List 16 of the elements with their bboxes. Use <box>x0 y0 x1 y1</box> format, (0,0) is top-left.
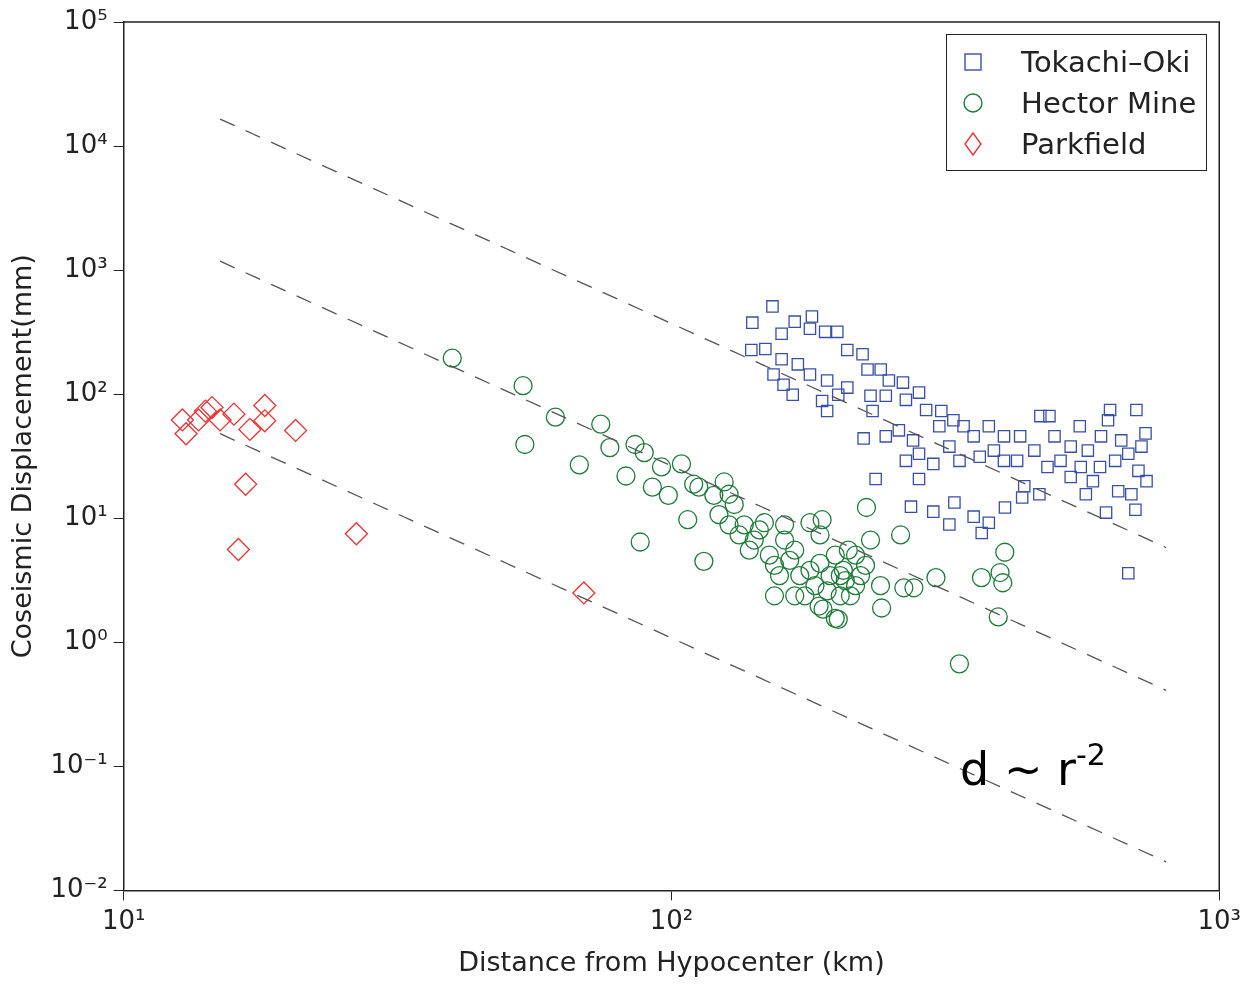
x-tick-label: 10² <box>649 904 694 935</box>
y-tick-label: 10³ <box>64 252 108 283</box>
y-tick-label: 10¹ <box>64 500 108 531</box>
legend-label: Tokachi–Oki <box>1021 44 1191 79</box>
y-tick-label: 10⁻¹ <box>50 749 108 780</box>
x-tick-label: 10¹ <box>101 904 146 935</box>
y-tick-label: 10⁴ <box>64 128 108 159</box>
y-tick-label: 10⁻² <box>50 873 108 904</box>
y-axis-title: Coseismic Displacement(mm) <box>6 254 38 659</box>
legend-label: Hector Mine <box>1021 85 1197 120</box>
y-tick-label: 10² <box>64 376 108 407</box>
legend-label: Parkfield <box>1021 126 1147 161</box>
x-tick-label: 10³ <box>1197 904 1241 935</box>
x-axis-title: Distance from Hypocenter (km) <box>458 945 885 977</box>
y-tick-label: 10⁰ <box>64 625 108 656</box>
y-tick-label: 10⁵ <box>64 4 108 35</box>
